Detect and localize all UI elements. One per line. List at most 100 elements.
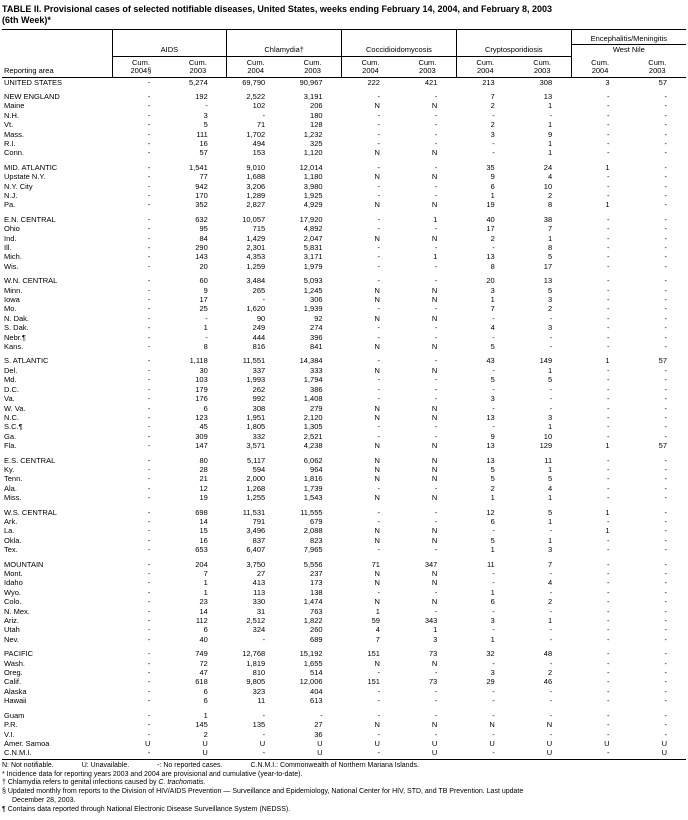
value-cell: - (607, 483, 610, 493)
value-cell: 404 (310, 686, 323, 696)
value-cell: N (374, 342, 380, 352)
value-cell: - (147, 224, 151, 234)
value-cell: - (147, 526, 151, 536)
value-cell: 1,925 (303, 190, 323, 200)
value-cell: - (664, 342, 668, 352)
header-spacer-cryptosporidiosis (455, 29, 572, 45)
reporting-area-cell: Ohio (4, 224, 20, 234)
value-cell: 10 (543, 181, 553, 191)
value-cell: - (607, 276, 610, 286)
value-cell: 323 (252, 686, 266, 696)
reporting-area-cell: Md. (4, 375, 17, 385)
value-cell: - (607, 101, 610, 111)
value-cell: 9 (490, 431, 495, 441)
value-cell: 10 (543, 431, 553, 441)
value-cell: 1 (433, 252, 438, 262)
value-cell: - (607, 394, 610, 404)
reporting-area-cell: UNITED STATES (4, 77, 63, 87)
value-cell: 21 (199, 474, 208, 484)
column-subheader-cum-2004: Cum. 2004 (455, 56, 514, 78)
value-cell: 1 (605, 356, 610, 366)
value-cell: - (607, 649, 610, 659)
value-cell: 1 (547, 616, 553, 626)
value-cell: 17 (543, 261, 553, 271)
value-cell: 25 (199, 304, 208, 314)
footnote-dagger-italic: C. trachomatis. (158, 779, 206, 787)
title-line1: TABLE II. Provisional cases of selected … (2, 4, 553, 14)
value-cell: 57 (658, 77, 667, 87)
value-cell: N (374, 493, 380, 503)
value-cell: U (259, 738, 266, 748)
value-cell: 249 (252, 323, 266, 333)
value-cell: - (664, 507, 668, 517)
table-row: Okla. - 16 837 823 N N 5 1 - - (2, 536, 686, 545)
value-cell: - (377, 375, 380, 385)
value-cell: - (147, 200, 151, 210)
value-cell: N (431, 412, 438, 422)
value-cell: 14 (199, 516, 208, 526)
value-cell: 810 (252, 668, 266, 678)
value-cell: - (664, 668, 668, 678)
value-cell: 1,939 (303, 304, 323, 314)
value-cell: - (664, 332, 668, 342)
value-cell: 1,702 (246, 129, 266, 139)
table-row: NEW ENGLAND - 192 2,522 3,191 - - 7 13 - - (2, 92, 686, 101)
value-cell: 36 (314, 729, 323, 739)
value-cell: 35 (486, 162, 495, 172)
value-cell: U (431, 738, 438, 748)
value-cell: - (434, 545, 438, 555)
value-cell: - (664, 597, 668, 607)
value-cell: - (607, 129, 610, 139)
value-cell: 274 (310, 323, 323, 333)
value-cell: 5 (490, 375, 495, 385)
value-cell: - (434, 110, 438, 120)
value-cell: 1,232 (303, 129, 323, 139)
value-cell: 95 (199, 224, 208, 234)
value-cell: - (549, 634, 553, 644)
value-cell: - (664, 720, 668, 730)
value-cell: - (434, 224, 438, 234)
value-cell: - (549, 342, 553, 352)
value-cell: 129 (539, 441, 553, 451)
value-cell: 4 (547, 483, 553, 493)
table-row: Iowa - 17 - 306 N N 1 3 - - (2, 295, 686, 304)
value-cell: 3,206 (246, 181, 266, 191)
value-cell: - (607, 493, 610, 503)
value-cell: U (202, 748, 208, 758)
reporting-area-cell: Wash. (4, 658, 25, 668)
value-cell: - (147, 172, 151, 182)
value-cell: - (434, 162, 438, 172)
reporting-area-header: Reporting area (2, 29, 112, 78)
footnote-section-mark: § Updated monthly from reports to the Di… (2, 788, 524, 796)
value-cell: - (607, 243, 610, 252)
value-cell: - (492, 748, 495, 758)
table-row: Vt. - 5 71 128 - - 2 1 - - (2, 120, 686, 129)
value-cell: 763 (310, 606, 323, 616)
value-cell: - (147, 110, 151, 120)
value-cell: - (549, 696, 553, 706)
value-cell: 28 (199, 464, 208, 474)
value-cell: 1,979 (303, 261, 323, 271)
value-cell: 1 (547, 365, 553, 375)
value-cell: U (489, 738, 495, 748)
value-cell: 1 (547, 233, 553, 243)
legend-unavailable: U: Unavailable. (81, 761, 130, 769)
value-cell: 15,192 (299, 649, 323, 659)
value-cell: 14,384 (299, 356, 323, 366)
value-cell: 1 (203, 578, 208, 588)
value-cell: N (374, 597, 380, 607)
value-cell: U (202, 738, 208, 748)
value-cell: - (607, 342, 610, 352)
value-cell: 3,980 (303, 181, 323, 191)
value-cell: - (492, 384, 495, 394)
value-cell: 337 (252, 365, 266, 375)
value-cell: - (147, 356, 151, 366)
value-cell: - (147, 710, 151, 720)
value-cell: 222 (367, 77, 380, 87)
reporting-area-cell: Ga. (4, 431, 17, 441)
value-cell: - (607, 464, 610, 474)
value-cell: - (664, 101, 668, 111)
value-cell: - (434, 323, 438, 333)
value-cell: 6 (490, 181, 495, 191)
value-cell: - (664, 110, 668, 120)
